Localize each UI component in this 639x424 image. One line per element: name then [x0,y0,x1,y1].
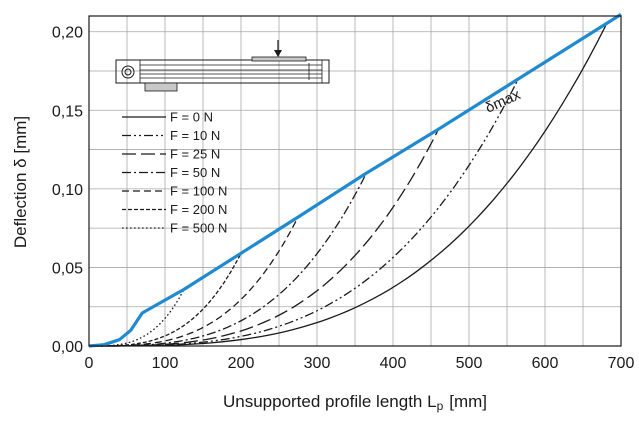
x-tick-label: 200 [228,355,255,372]
series-line [89,25,607,347]
plot-frame [88,15,622,347]
x-axis-title-unit: [mm] [449,392,487,411]
x-tick-label: 400 [380,355,407,372]
series-line [89,78,519,347]
x-tick-label: 600 [532,355,559,372]
y-tick-label: 0,05 [52,260,83,277]
x-tick-label: 300 [304,355,331,372]
y-tick-label: 0,10 [52,182,83,199]
y-axis-title: Deflection δ [mm] [11,116,30,248]
legend-label: F = 500 N [170,221,227,236]
legend-label: F = 100 N [170,184,227,199]
series-line [89,289,185,347]
y-tick-label: 0,20 [52,25,83,42]
x-axis-title-main: Unsupported profile length L [223,392,437,411]
x-tick-label: 100 [152,355,179,372]
y-tick-label: 0,15 [52,103,83,120]
legend-label: F = 200 N [170,202,227,217]
delta-max-label: δmax [483,86,524,117]
profile-cross-section-icon [115,40,330,92]
x-tick-label: 700 [608,355,635,372]
x-tick-label: 0 [85,355,94,372]
grid [89,16,621,346]
x-tick-labels: 0 100 200 300 400 500 600 700 [85,355,635,372]
legend-label: F = 25 N [170,147,220,162]
envelope-line [88,13,622,348]
y-tick-label: 0,00 [52,339,83,356]
legend: F = 0 N F = 10 N F = 25 N F = 50 N F = 100 N… [122,110,227,236]
legend-label: F = 10 N [170,128,220,143]
x-axis-title: Unsupported profile length Lp [mm] [223,392,487,413]
x-tick-label: 500 [456,355,483,372]
x-axis-title-subscript: p [437,399,444,413]
delta-max-envelope [88,13,622,348]
legend-label: F = 0 N [170,110,213,125]
legend-label: F = 50 N [170,165,220,180]
y-tick-labels: 0,00 0,05 0,10 0,15 0,20 [52,25,83,356]
